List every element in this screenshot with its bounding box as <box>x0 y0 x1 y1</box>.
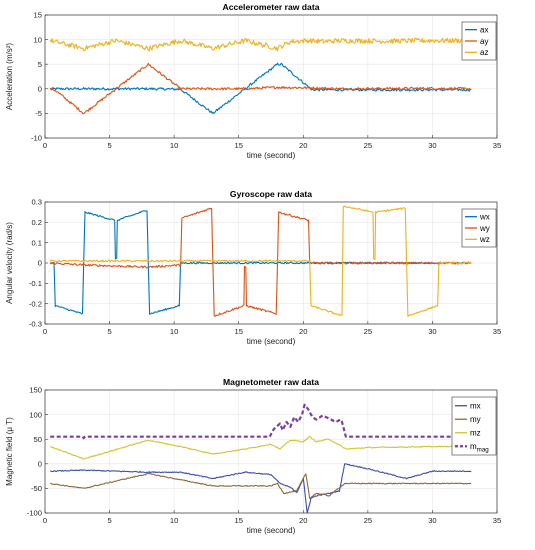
x-tick-label: 30 <box>428 141 436 150</box>
plot-area <box>45 390 497 513</box>
y-tick-label: 50 <box>34 435 42 444</box>
x-axis-label: time (second) <box>247 526 296 535</box>
series-line-my <box>49 472 472 500</box>
y-tick-label: 10 <box>34 35 42 44</box>
series-line-az <box>49 37 472 52</box>
x-tick-label: 25 <box>364 516 372 525</box>
legend-label: az <box>480 48 488 57</box>
y-tick-label: -100 <box>27 509 42 518</box>
chart-title: Magnetometer raw data <box>223 377 319 387</box>
y-tick-label: 0.3 <box>31 198 42 207</box>
legend: mx my mz mmag <box>451 396 497 456</box>
legend-label: mx <box>470 402 481 411</box>
x-tick-label: 0 <box>43 516 47 525</box>
x-tick-label: 10 <box>170 516 178 525</box>
series-line-mz <box>49 435 472 460</box>
legend-label: ax <box>480 25 488 34</box>
chart-panel-1: 0 5 10 15 20 25 30 35 -10 -5 0 5 10 15 Accelerometer r… <box>5 2 501 160</box>
series-line-m-mag <box>50 403 472 440</box>
x-axis-label: time (second) <box>247 151 296 160</box>
legend-label: wz <box>479 235 490 244</box>
x-tick-label: 0 <box>43 141 47 150</box>
plot-area <box>45 15 497 138</box>
x-tick-label: 0 <box>43 327 47 336</box>
x-tick-label: 5 <box>107 516 111 525</box>
x-tick-label: 15 <box>234 516 242 525</box>
series-line-mx <box>50 463 472 513</box>
x-tick-label: 25 <box>364 327 372 336</box>
x-tick-label: 25 <box>364 141 372 150</box>
legend: ax ay az <box>461 21 497 61</box>
chart-title: Gyroscope raw data <box>230 189 312 199</box>
y-tick-label: 100 <box>29 410 42 419</box>
x-tick-label: 20 <box>299 327 307 336</box>
y-tick-label: -0.1 <box>29 279 42 288</box>
series-line-ay <box>49 62 472 115</box>
x-tick-label: 5 <box>107 327 111 336</box>
y-tick-label: -0.3 <box>29 320 42 329</box>
y-axis-label: Magnetic field (μ T) <box>5 417 14 486</box>
y-tick-label: -50 <box>31 484 42 493</box>
x-tick-label: 35 <box>493 141 501 150</box>
legend-label: mz <box>470 429 481 438</box>
chart-title: Accelerometer raw data <box>223 2 320 12</box>
y-tick-label: 0 <box>38 460 42 469</box>
x-tick-label: 35 <box>493 516 501 525</box>
y-tick-label: 0.1 <box>31 238 42 247</box>
x-tick-label: 15 <box>234 327 242 336</box>
x-tick-label: 5 <box>107 141 111 150</box>
plot-frame <box>44 14 498 139</box>
x-tick-label: 30 <box>428 327 436 336</box>
series-line-wz <box>49 205 472 317</box>
y-tick-label: -0.2 <box>29 299 42 308</box>
x-tick-label: 20 <box>299 141 307 150</box>
y-tick-label: 5 <box>38 60 42 69</box>
x-tick-label: 35 <box>493 327 501 336</box>
plot-frame <box>44 389 498 514</box>
legend-label: ay <box>480 37 488 46</box>
y-tick-label: -10 <box>31 134 42 143</box>
y-tick-label: 15 <box>34 11 42 20</box>
series-line-wy <box>50 207 472 317</box>
y-axis-label: Angular velocity (rad/s) <box>5 222 14 304</box>
legend: wx wy wz <box>461 208 497 248</box>
legend-label: wx <box>479 212 490 221</box>
y-tick-label: 150 <box>29 386 42 395</box>
x-tick-label: 10 <box>170 141 178 150</box>
legend-label: my <box>470 415 481 424</box>
chart-panel-3: 0 5 10 15 20 25 30 35 -100 -50 0 50 100 150 Magnetomet… <box>5 377 501 535</box>
chart-panel-2: 0 5 10 15 20 25 30 35 -0.3 -0.2 -0.1 0 0.1 0.2 0.3 Gyro… <box>5 189 501 346</box>
x-tick-label: 10 <box>170 327 178 336</box>
y-axis-label: Acceleration (m/s²) <box>5 43 14 110</box>
legend-label: mmag <box>470 442 489 454</box>
y-tick-label: 0 <box>38 259 42 268</box>
x-tick-label: 30 <box>428 516 436 525</box>
x-axis-label: time (second) <box>247 337 296 346</box>
legend-label: wy <box>479 224 490 233</box>
legend-box <box>451 396 497 456</box>
x-tick-label: 15 <box>234 141 242 150</box>
x-tick-label: 20 <box>299 516 307 525</box>
y-tick-label: -5 <box>35 109 42 118</box>
series-line-ax <box>49 62 472 114</box>
y-tick-label: 0.2 <box>31 218 42 227</box>
y-tick-label: 0 <box>38 85 42 94</box>
